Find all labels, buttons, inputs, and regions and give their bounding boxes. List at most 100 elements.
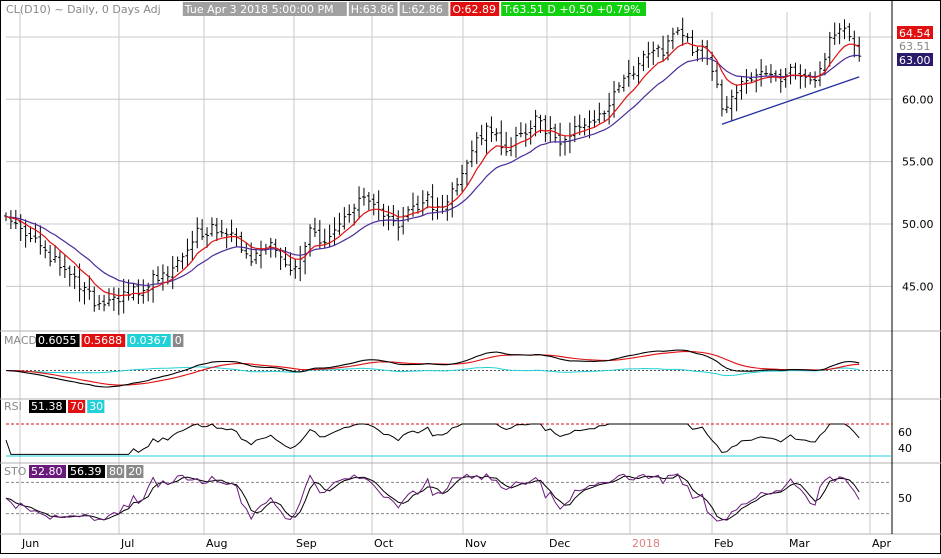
indicator-value: 0.6055 <box>38 334 77 347</box>
header-low: L:62.86 <box>402 3 443 16</box>
ohlc-bar <box>190 230 195 261</box>
header-low-bg <box>399 2 449 16</box>
ohlc-bar <box>670 27 675 50</box>
ohlc-bar <box>33 222 38 243</box>
header-datetime: Tue Apr 3 2018 5:00:00 PM <box>184 3 334 16</box>
indicator-value-bg <box>127 334 171 347</box>
ohlc-bar <box>729 89 734 121</box>
x-month-label: Apr <box>872 537 892 550</box>
x-month-label: Aug <box>206 537 227 550</box>
ohlc-bar <box>710 51 715 81</box>
ohlc-bar <box>366 192 371 211</box>
ohlc-bar <box>690 30 695 56</box>
indicator-name: MACD <box>4 334 37 347</box>
ohlc-bar <box>141 279 146 304</box>
x-month-label: Mar <box>789 537 810 550</box>
ohlc-bar <box>67 265 72 287</box>
ohlc-bar <box>788 63 793 85</box>
indicator-value-bg <box>36 334 80 347</box>
ohlc-bar <box>77 263 82 302</box>
header-high: H:63.86 <box>351 3 394 16</box>
indicator-value: 0.0367 <box>129 334 168 347</box>
ohlc-bar <box>43 240 48 259</box>
ohlc-bar <box>597 102 602 124</box>
ohlc-bar <box>28 226 33 243</box>
indicator-name: STO <box>4 465 27 478</box>
ohlc-bar <box>254 248 259 265</box>
ohlc-bar <box>842 19 847 40</box>
ma-fast-line <box>5 42 860 297</box>
ohlc-bar <box>156 266 161 284</box>
ohlc-bar <box>543 115 548 143</box>
ohlc-bar <box>352 203 357 226</box>
ohlc-bar <box>92 286 97 312</box>
indicator-value-bg <box>68 465 105 478</box>
ohlc-bar <box>332 217 337 246</box>
indicator-value: 0.5688 <box>84 334 123 347</box>
ohlc-bar <box>361 187 366 206</box>
indicator-value: 52.80 <box>31 465 63 478</box>
ohlc-bar <box>342 207 347 230</box>
ohlc-bar <box>675 27 680 36</box>
price-tag-bg <box>897 39 933 52</box>
indicator-value-bg <box>107 465 125 478</box>
ohlc-bar <box>523 123 528 147</box>
x-month-label: Sep <box>296 537 317 550</box>
y-tick-label: 60.00 <box>902 93 934 106</box>
ohlc-bar <box>219 219 224 238</box>
ohlc-bar <box>415 195 420 214</box>
y-tick-label: 55.00 <box>902 156 934 169</box>
indicator-value-bg <box>81 334 126 347</box>
grid-layer <box>0 0 941 535</box>
indicator-name: RSI <box>4 400 22 413</box>
indicator-value: 70 <box>70 400 84 413</box>
indicator-value: 30 <box>89 400 103 413</box>
indicator-value-bg <box>68 400 86 413</box>
ohlc-bar <box>817 61 822 87</box>
macd-hist-line <box>5 366 860 377</box>
ohlc-bar <box>57 251 62 276</box>
ohlc-bar <box>621 74 626 92</box>
ohlc-bar <box>832 22 837 45</box>
price-tag-text: 63.51 <box>899 40 931 53</box>
ohlc-bar <box>430 184 435 221</box>
ohlc-bar <box>102 294 107 312</box>
indicator-value-bg <box>126 465 144 478</box>
ohlc-bar <box>592 110 597 128</box>
ohlc-bar <box>759 59 764 87</box>
header-bar: CL(D10) ~ Daily, 0 Days Adj Tue Apr 3 201… <box>6 2 646 16</box>
macd-pane <box>5 349 892 388</box>
rsi-tick-label: 40 <box>898 442 912 455</box>
ohlc-bar <box>572 115 577 143</box>
rsi-tick-label: 60 <box>898 426 912 439</box>
ohlc-bar <box>121 278 126 314</box>
ohlc-bar <box>386 205 391 231</box>
ohlc-bar <box>616 82 621 93</box>
ohlc-bar <box>489 116 494 143</box>
ohlc-bar <box>214 217 219 242</box>
header-open-bg <box>450 2 500 16</box>
ohlc-bar <box>283 247 288 268</box>
axis-layer: 45.0050.0055.0060.0065.00604050JunJulAug… <box>21 26 934 550</box>
ohlc-bar <box>656 44 661 58</box>
header-last: T:63.51 D +0.50 +0.79% <box>502 3 641 16</box>
price-tag-bg <box>897 53 933 66</box>
ohlc-bar <box>636 56 641 85</box>
ohlc-bar <box>646 41 651 68</box>
ohlc-bar <box>548 116 553 142</box>
x-month-label: Jun <box>21 537 39 550</box>
sto-pane <box>5 473 892 522</box>
x-month-label: Feb <box>714 537 733 550</box>
ohlc-bar <box>715 62 720 89</box>
ohlc-bar <box>661 35 666 62</box>
ohlc-bar <box>278 247 283 270</box>
ohlc-bar <box>837 23 842 45</box>
header-last-bg <box>501 2 646 16</box>
ohlc-bar <box>847 23 852 42</box>
price-tag-text: 63.00 <box>899 54 931 67</box>
ohlc-bar <box>558 122 563 157</box>
trendline <box>721 76 860 125</box>
ohlc-bar <box>528 120 533 145</box>
ohlc-bar <box>582 118 587 136</box>
